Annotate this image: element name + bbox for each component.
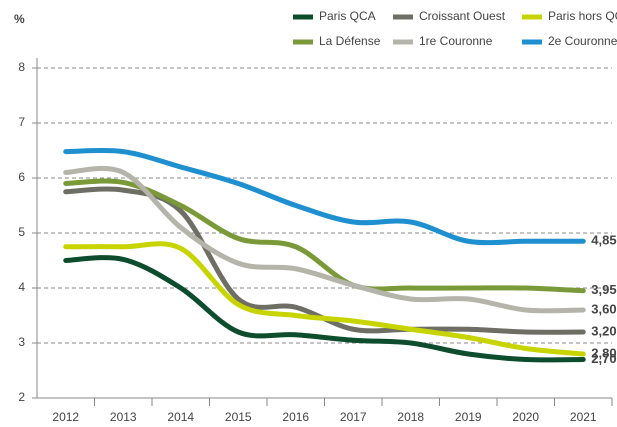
value-label: 4,85 xyxy=(591,233,616,248)
x-tick-label: 2012 xyxy=(52,410,79,424)
value-label: 3,20 xyxy=(591,323,616,338)
series-line xyxy=(63,255,586,363)
y-tick-label: 7 xyxy=(18,115,25,129)
x-tick-label: 2013 xyxy=(110,410,137,424)
legend-label: 1re Couronne xyxy=(419,34,493,48)
legend-label: Paris hors QCA xyxy=(548,9,617,23)
y-tick-label: 5 xyxy=(18,225,25,239)
x-tick-label: 2021 xyxy=(570,410,597,424)
y-tick-label: 3 xyxy=(18,335,25,349)
value-label: 2,80 xyxy=(591,345,616,360)
x-tick-label: 2017 xyxy=(340,410,367,424)
legend-label: La Défense xyxy=(319,34,381,48)
series-line xyxy=(63,147,586,246)
x-tick-label: 2016 xyxy=(282,410,309,424)
y-axis-label: % xyxy=(14,12,25,26)
series-line xyxy=(63,186,586,335)
x-tick-label: 2014 xyxy=(167,410,194,424)
legend-label: Paris QCA xyxy=(319,9,376,23)
y-tick-label: 8 xyxy=(18,60,25,74)
legend-label: 2e Couronne xyxy=(548,34,617,48)
x-tick-label: 2020 xyxy=(512,410,539,424)
value-label: 2,70 xyxy=(591,351,616,366)
x-tick-label: 2019 xyxy=(455,410,482,424)
series-line xyxy=(63,241,586,357)
series-line xyxy=(63,165,586,314)
y-tick-label: 4 xyxy=(18,280,25,294)
x-tick-label: 2015 xyxy=(225,410,252,424)
legend-label: Croissant Ouest xyxy=(419,9,506,23)
y-tick-label: 2 xyxy=(18,390,25,404)
series-line xyxy=(63,178,586,294)
x-tick-label: 2018 xyxy=(397,410,424,424)
value-label: 3,60 xyxy=(591,301,616,316)
y-tick-label: 6 xyxy=(18,170,25,184)
value-label: 3,95 xyxy=(591,282,616,297)
